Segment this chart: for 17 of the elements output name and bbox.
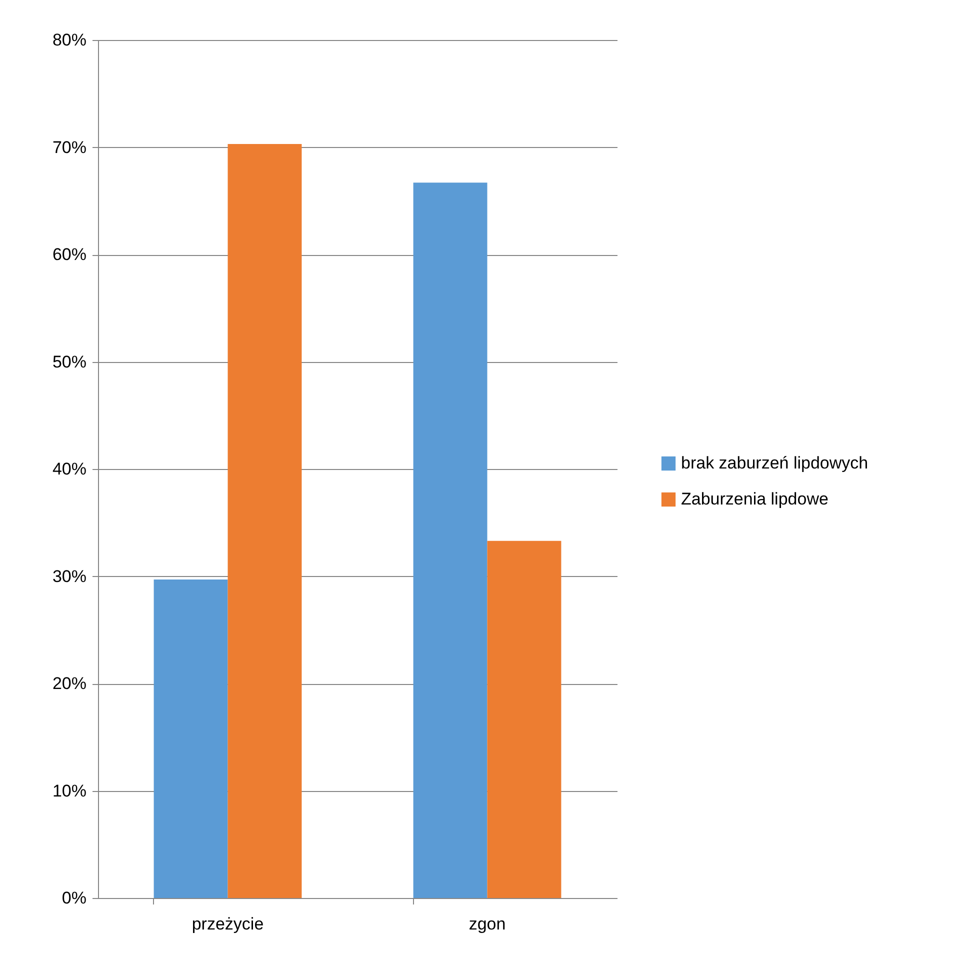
bar xyxy=(228,144,302,898)
x-tick-label: zgon xyxy=(468,914,506,934)
legend-label: Zaburzenia lipdowe xyxy=(681,490,828,508)
y-tick-label: 60% xyxy=(52,245,86,264)
y-tick-label: 40% xyxy=(52,460,86,478)
y-tick-label: 70% xyxy=(52,138,86,157)
y-tick-label: 20% xyxy=(52,674,86,693)
y-tick-label: 50% xyxy=(52,352,86,372)
bar xyxy=(413,182,488,898)
y-tick-label: 30% xyxy=(52,566,86,586)
y-tick-label: 10% xyxy=(52,781,86,800)
y-tick-label: 80% xyxy=(52,30,86,50)
bar xyxy=(487,540,562,898)
bar xyxy=(154,579,228,898)
x-tick-label: przeżycie xyxy=(192,914,264,934)
legend-label: brak zaburzeń lipdowych xyxy=(681,454,868,472)
y-tick-label: 0% xyxy=(62,888,86,908)
